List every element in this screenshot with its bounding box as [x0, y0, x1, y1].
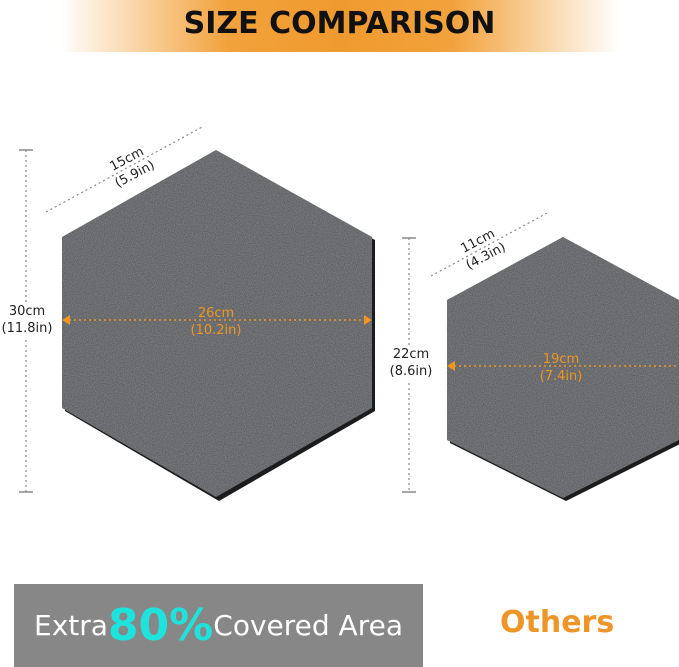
extra-percent: 80% — [107, 600, 214, 651]
large-height-label: 30cm (11.8in) — [0, 303, 54, 337]
extra-prefix: Extra — [34, 609, 108, 642]
large-height-cm: 30cm — [8, 304, 46, 319]
large-height-in: (11.8in) — [1, 321, 53, 336]
small-width-cm: 19cm — [542, 352, 580, 367]
small-width-in: (7.4in) — [539, 369, 583, 384]
small-height-cm: 22cm — [392, 347, 430, 362]
others-label: Others — [500, 605, 615, 640]
page-title: SIZE COMPARISON — [183, 6, 496, 41]
large-width-cm: 26cm — [197, 306, 235, 321]
large-width-in: (10.2in) — [190, 323, 242, 338]
small-height-label: 22cm (8.6in) — [386, 346, 436, 380]
title-banner — [60, 0, 620, 52]
extra-suffix: Covered Area — [213, 609, 403, 642]
extra-coverage-banner: Extra 80% Covered Area — [14, 584, 423, 667]
small-width-label: 19cm (7.4in) — [526, 351, 596, 385]
small-edge-line — [430, 211, 550, 277]
small-hexagon-panel — [447, 237, 679, 498]
large-hexagon-panel — [62, 150, 372, 497]
large-width-label: 26cm (10.2in) — [176, 305, 256, 339]
small-height-in: (8.6in) — [389, 364, 433, 379]
